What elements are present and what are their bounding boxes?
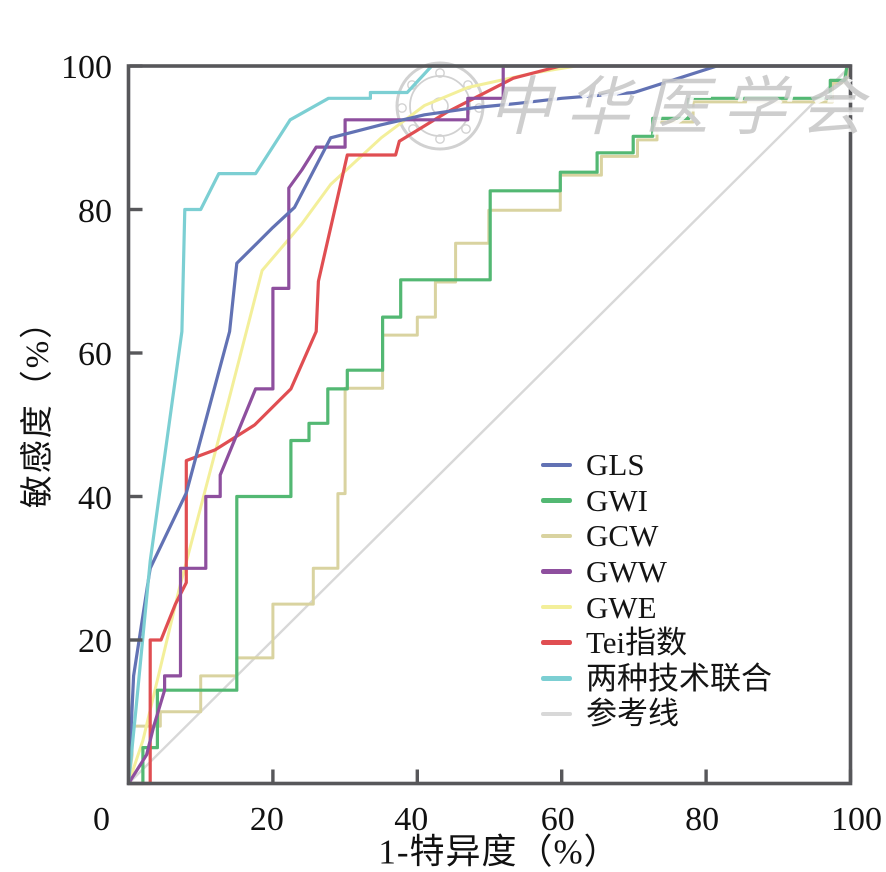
y-tick-label: 20 [78,623,112,660]
legend-swatch [541,676,572,681]
y-axis-title: 敏感度（%） [20,303,56,509]
x-tick-label: 0 [93,801,110,838]
legend-swatch [541,462,572,468]
legend-label: GWE [586,589,657,625]
legend-label: GCW [586,518,659,554]
roc-curve-参考线 [127,64,852,785]
legend-item-gwe: GWE [541,589,772,625]
y-tick-label: 40 [78,479,112,517]
x-tick-label: 20 [249,801,284,838]
legend-label: 参考线 [586,696,679,732]
x-tick-label: 40 [394,801,429,838]
roc-curve-两种技术联合 [126,64,853,786]
watermark-text: 中华医学会 [488,72,878,143]
legend-label: GWI [586,482,648,518]
legend-item-gls: GLS [541,447,772,483]
legend-label: GLS [586,447,645,483]
roc-curve-GCW [127,64,852,785]
roc-curve-GWW [126,64,853,786]
axis-frame [126,64,853,786]
legend-item-gwi: GWI [541,483,772,519]
x-tick-label: 80 [685,801,720,838]
x-tick-label: 100 [831,801,882,838]
y-tick-label: 80 [78,192,112,230]
roc-curve-GLS [126,64,853,786]
legend-item-reference-line: 参考线 [541,696,772,732]
legend-item-gcw: GCW [541,518,772,554]
legend-item-tei-index: Tei指数 [541,625,772,661]
x-tick-label: 60 [540,801,575,838]
legend-label: Tei指数 [586,625,688,661]
legend-label: GWW [586,554,667,590]
y-tick-label: 60 [78,336,112,373]
legend-label: 两种技术联合 [586,660,772,696]
watermark-text-highlight: 中华医学会 [491,75,881,146]
legend: GLS GWI GCW GWW GWE Tei指数 两种技术联合 参考线 [541,447,772,732]
legend-swatch [541,569,572,574]
legend-item-gww: GWW [541,554,772,590]
y-tick-label: 100 [61,49,112,86]
legend-swatch [541,533,572,539]
legend-swatch [541,498,572,503]
legend-swatch [541,640,572,646]
legend-swatch [541,711,572,717]
roc-curve-GWI [126,64,853,786]
x-axis-title: 1-特异度（%） [378,832,620,872]
legend-swatch [541,604,572,610]
legend-item-combined: 两种技术联合 [541,661,772,697]
